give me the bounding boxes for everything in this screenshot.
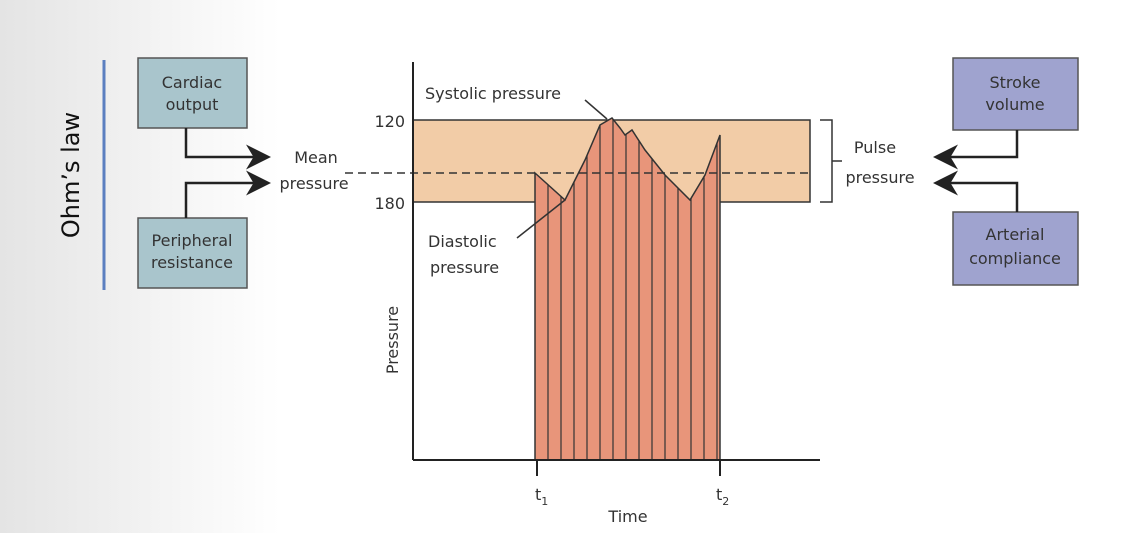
arrow xyxy=(184,170,271,218)
label: Systolic pressure xyxy=(425,84,561,103)
bracket xyxy=(820,119,842,203)
tick-sub: 1 xyxy=(541,495,548,508)
box-label: resistance xyxy=(151,253,233,272)
time-tick: t1 xyxy=(535,485,548,508)
box xyxy=(952,211,1079,286)
leader xyxy=(516,199,566,239)
arrow xyxy=(933,170,1019,212)
time-tick: t2 xyxy=(716,485,729,508)
tick-sub: 2 xyxy=(722,495,729,508)
label: pressure xyxy=(430,258,499,277)
level-label: 180 xyxy=(374,194,405,213)
box xyxy=(137,217,248,289)
box-label: Peripheral xyxy=(152,231,233,250)
label: pressure xyxy=(279,174,348,193)
title: Ohm’s law xyxy=(57,112,85,238)
label: Diastolic xyxy=(428,232,497,251)
level-label: 120 xyxy=(374,112,405,131)
box-label: compliance xyxy=(969,249,1061,268)
y-axis-label: Pressure xyxy=(383,306,402,374)
arrow xyxy=(933,130,1019,170)
x-axis-label: Time xyxy=(607,507,647,526)
leader xyxy=(584,99,608,120)
box-label: output xyxy=(166,95,219,114)
box xyxy=(952,57,1079,131)
label: pressure xyxy=(845,168,914,187)
box-label: volume xyxy=(985,95,1044,114)
box-label: Cardiac xyxy=(162,73,222,92)
box xyxy=(137,57,248,129)
tick-base: t xyxy=(535,485,541,504)
arrow xyxy=(184,128,271,170)
box-label: Stroke xyxy=(990,73,1041,92)
label: Pulse xyxy=(854,138,896,157)
box-label: Arterial xyxy=(986,225,1045,244)
tick-base: t xyxy=(716,485,722,504)
label: Mean xyxy=(294,148,338,167)
